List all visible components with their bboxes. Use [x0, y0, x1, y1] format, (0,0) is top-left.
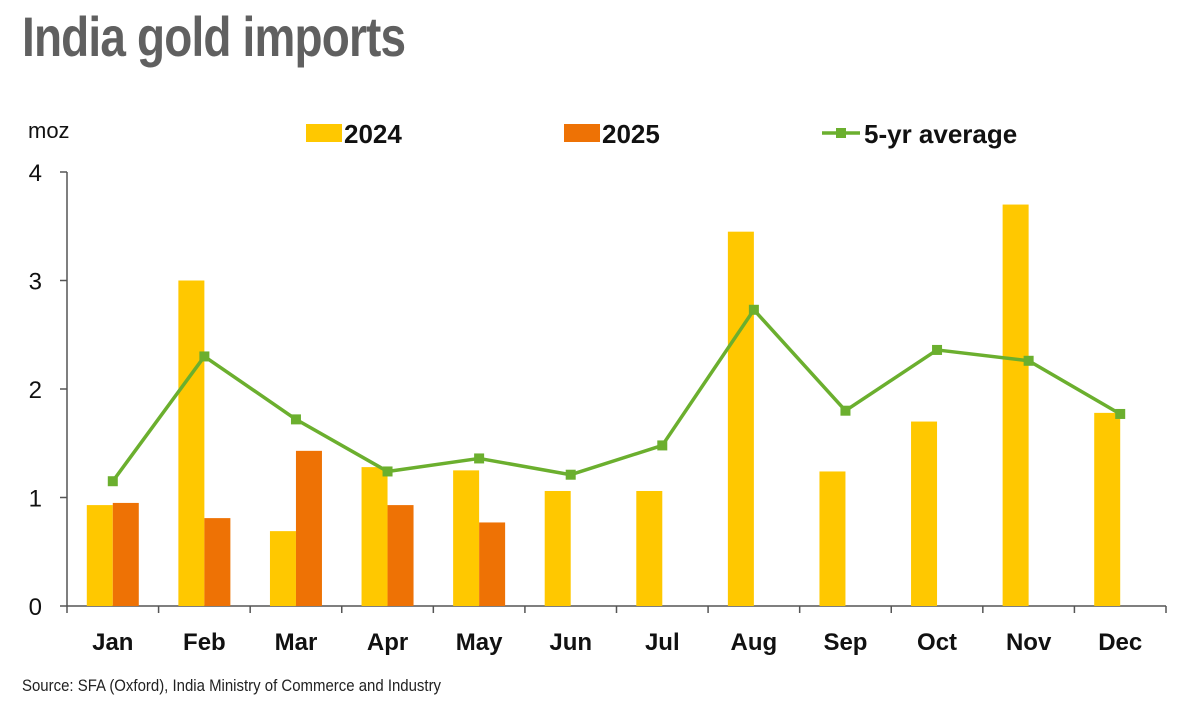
chart-axes: 0 1 2 3 4 moz Jan Feb Mar Apr May Jun Jul Aug Sep Oct No… [28, 118, 1167, 656]
chart-title: India gold imports [22, 5, 406, 68]
y-tick-label: 1 [29, 486, 42, 513]
bar-2025-feb [204, 518, 231, 606]
bar-2024-jan [86, 505, 113, 606]
bar-2024-oct [911, 421, 938, 606]
average-point-jul [657, 440, 668, 451]
y-axis-label: moz [28, 118, 70, 143]
average-point-dec [1115, 408, 1126, 419]
chart-legend: 2024 2025 5-yr average [306, 119, 1017, 149]
x-tick-label: Jul [645, 629, 680, 656]
bar-2025-apr [387, 505, 414, 606]
bar-2024-nov [1002, 204, 1029, 607]
bar-2024-sep [819, 471, 846, 606]
bar-2024-feb [178, 280, 205, 606]
bar-2024-dec [1094, 412, 1121, 606]
x-tick-label: Sep [823, 629, 867, 656]
legend-2025-swatch [564, 124, 600, 142]
average-point-sep [840, 405, 851, 416]
x-tick-label: Feb [183, 629, 226, 656]
average-point-may [474, 453, 485, 464]
chart-average-line [107, 304, 1126, 487]
x-tick-label: Jan [92, 629, 133, 656]
x-tick-label: May [456, 629, 503, 656]
average-line-path [111, 308, 1122, 483]
y-tick-label: 3 [29, 269, 42, 296]
bar-2024-mar [269, 531, 296, 606]
average-point-mar [290, 414, 301, 425]
bar-2024-apr [361, 467, 388, 606]
legend-2025: 2025 [564, 119, 660, 149]
average-point-aug [748, 304, 759, 315]
bar-2024-jul [636, 490, 663, 606]
legend-2024-swatch [306, 124, 342, 142]
chart-bars [86, 204, 1121, 607]
x-tick-label: Dec [1098, 629, 1142, 656]
legend-5yr-average-label: 5-yr average [864, 119, 1017, 149]
legend-5yr-average: 5-yr average [822, 119, 1017, 149]
bar-2024-jun [544, 490, 571, 606]
y-tick-label: 4 [29, 160, 42, 187]
legend-2024-label: 2024 [344, 119, 402, 149]
bar-2025-jan [112, 502, 139, 606]
bar-2024-aug [727, 231, 754, 607]
average-point-apr [382, 466, 393, 477]
average-point-feb [199, 351, 210, 362]
x-tick-label: Aug [731, 629, 778, 656]
average-point-oct [932, 344, 943, 355]
bar-2025-mar [295, 450, 322, 606]
bar-2025-may [479, 522, 506, 606]
y-tick-label: 0 [29, 594, 42, 621]
x-tick-label: Nov [1006, 629, 1052, 656]
legend-2025-label: 2025 [602, 119, 660, 149]
average-point-nov [1023, 355, 1034, 366]
average-point-jan [107, 476, 118, 487]
y-tick-label: 2 [29, 377, 42, 404]
x-tick-label: Jun [549, 629, 592, 656]
legend-2024: 2024 [306, 119, 402, 149]
legend-5yr-average-marker [836, 128, 846, 138]
source-note: Source: SFA (Oxford), India Ministry of … [22, 676, 442, 695]
x-tick-label: Apr [367, 629, 408, 656]
x-tick-label: Oct [917, 629, 957, 656]
x-tick-label: Mar [275, 629, 318, 656]
bar-2024-may [453, 470, 480, 606]
average-point-jun [565, 469, 576, 480]
